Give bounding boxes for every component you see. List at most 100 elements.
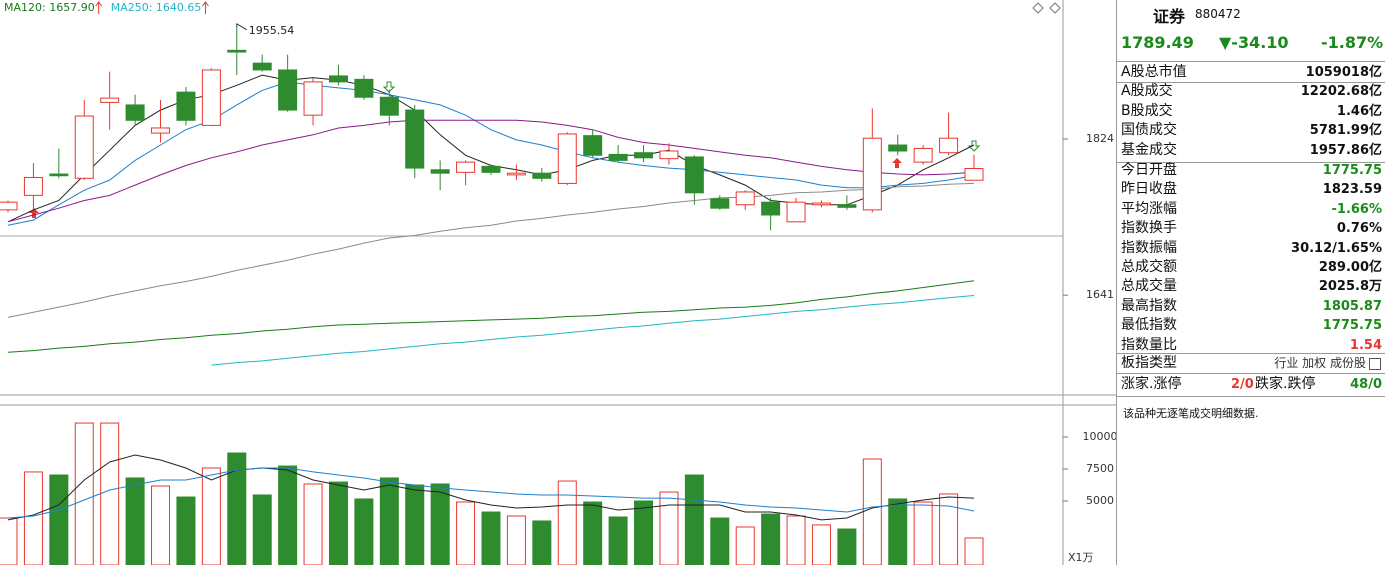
type-value[interactable]: 行业 加权 成份股 xyxy=(1274,356,1366,370)
label: B股成交 xyxy=(1121,102,1173,119)
value: 1775.75 xyxy=(1322,318,1382,334)
down-value: 48/0 xyxy=(1350,377,1382,392)
candle-body xyxy=(456,161,476,173)
volume-bar xyxy=(608,516,628,565)
candle-body xyxy=(430,169,450,174)
label: 最高指数 xyxy=(1121,297,1177,314)
change-pct: -1.87% xyxy=(1321,33,1384,52)
volume-bar xyxy=(583,501,603,565)
legend-entry: MA250: 1640.65 xyxy=(111,1,202,14)
ma-line xyxy=(7,81,975,226)
volume-bar xyxy=(151,485,171,565)
stat-row: A股总市值 1059018亿 xyxy=(1119,63,1384,82)
type-row: 板指类型 行业 加权 成份股 xyxy=(1119,354,1384,373)
ma-line xyxy=(7,454,975,521)
candle-body xyxy=(913,147,933,163)
legend-arrow xyxy=(202,1,209,14)
volume-bar xyxy=(430,483,450,565)
candle-body xyxy=(0,201,18,211)
volume-bar xyxy=(964,537,984,565)
signal-arrow xyxy=(892,158,902,168)
label: 昨日收盘 xyxy=(1121,181,1177,198)
candle-body xyxy=(354,78,374,98)
candle-body xyxy=(735,191,755,206)
candle-body xyxy=(506,172,526,176)
stat-row: 总成交额 289.00亿 xyxy=(1119,258,1384,277)
volume-bar xyxy=(862,458,882,565)
candle-body xyxy=(862,137,882,211)
value: 0.76% xyxy=(1336,221,1382,237)
separator xyxy=(1117,396,1385,397)
candle-body xyxy=(100,97,120,103)
stat-row: 指数换手 0.76% xyxy=(1119,219,1384,238)
candle-body xyxy=(811,202,831,206)
volume-bar xyxy=(405,484,425,565)
stat-row: 昨日收盘 1823.59 xyxy=(1119,180,1384,199)
candle-body xyxy=(252,62,272,71)
label: 指数振幅 xyxy=(1121,239,1177,256)
candle-body xyxy=(532,172,552,179)
volume-bar xyxy=(201,467,221,565)
volume-bar xyxy=(684,474,704,565)
security-name: 证券 xyxy=(1153,7,1186,26)
candle-body xyxy=(405,109,425,169)
y-tick-label: 1641 xyxy=(1086,288,1114,301)
volume-bar xyxy=(227,452,247,565)
annotation-pointer xyxy=(236,22,248,31)
separator xyxy=(1117,353,1385,354)
volume-bar xyxy=(278,465,298,565)
note: 该品种无逐笔成交明细数据. xyxy=(1123,407,1259,420)
label: 指数量比 xyxy=(1121,336,1177,353)
volume-bar xyxy=(481,511,501,565)
candle-body xyxy=(328,75,348,83)
volume-bar xyxy=(837,528,857,565)
volume-bar xyxy=(303,483,323,565)
volume-bar xyxy=(786,515,806,565)
candle-body xyxy=(684,156,704,194)
candle-body xyxy=(303,81,323,116)
candle-body xyxy=(634,152,654,159)
icon[interactable] xyxy=(1369,358,1381,370)
candle-body xyxy=(837,204,857,208)
stat-row: 指数振幅 30.12/1.65% xyxy=(1119,239,1384,258)
price: 1789.49 xyxy=(1121,33,1194,52)
volume-bar xyxy=(913,501,933,565)
value: 1059018亿 xyxy=(1305,65,1382,80)
value: 2025.8万 xyxy=(1318,279,1382,295)
legend-entry: MA120: 1657.90 xyxy=(4,1,95,14)
candle-body xyxy=(23,176,43,196)
quote-panel: 证券 880472 1789.49 ▼-34.10 -1.87% A股总市值 10… xyxy=(1116,0,1385,565)
stat-row: 今日开盘 1775.75 xyxy=(1119,161,1384,180)
volume-bar xyxy=(735,526,755,565)
value: 1.54 xyxy=(1349,337,1382,353)
value: 1775.75 xyxy=(1322,163,1382,178)
ma-line xyxy=(7,182,975,318)
label: 平均涨幅 xyxy=(1121,200,1177,217)
candle-body xyxy=(761,201,781,216)
candle-body xyxy=(888,144,908,152)
candle-body xyxy=(557,133,577,184)
y-tick-label: 10000 xyxy=(1083,430,1117,443)
value: 1.46亿 xyxy=(1336,103,1382,119)
volume-bar xyxy=(761,513,781,565)
label: 涨家.涨停 xyxy=(1121,376,1182,392)
change: ▼-34.10 xyxy=(1219,33,1289,52)
label: A股成交 xyxy=(1121,83,1173,100)
volume-bar xyxy=(252,494,272,565)
candle-body xyxy=(583,135,603,156)
icon[interactable] xyxy=(1032,2,1044,14)
y-tick-label: 5000 xyxy=(1086,494,1114,507)
label: 今日开盘 xyxy=(1121,162,1177,178)
volume-bar xyxy=(49,474,69,565)
icon[interactable] xyxy=(1049,2,1061,14)
label: 国债成交 xyxy=(1121,122,1177,139)
candle-body xyxy=(659,150,679,160)
separator xyxy=(1117,373,1385,374)
label: 基金成交 xyxy=(1121,141,1177,158)
ma-line xyxy=(7,119,975,223)
candle-body xyxy=(481,165,501,173)
volume-bar xyxy=(634,500,654,565)
stat-row: 平均涨幅 -1.66% xyxy=(1119,200,1384,219)
candle-body xyxy=(710,198,730,209)
value: 30.12/1.65% xyxy=(1291,240,1382,256)
